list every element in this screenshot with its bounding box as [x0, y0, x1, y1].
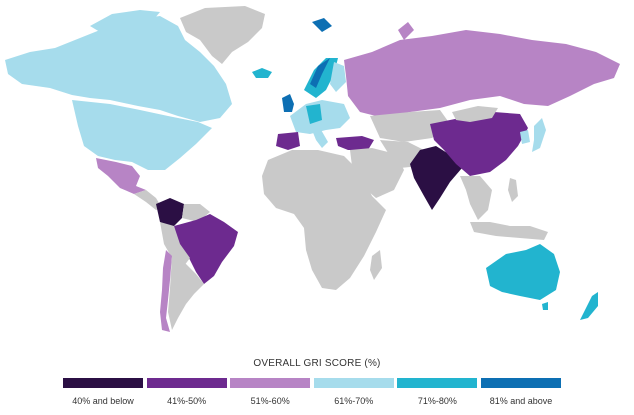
legend-swatch [313, 378, 394, 388]
region-africa [262, 150, 386, 290]
region-italy [312, 128, 328, 148]
legend-swatch [146, 378, 227, 388]
region-spain [276, 132, 300, 150]
region-southeast-asia [460, 176, 492, 220]
legend-swatch [397, 378, 478, 388]
legend-label: 71%-80% [417, 396, 457, 406]
region-arctic-islands [90, 10, 160, 32]
legend-label: 61%-70% [334, 396, 374, 406]
legend-item-51-60: 51%-60% [230, 378, 311, 406]
region-korea [520, 130, 530, 144]
region-argentina [168, 256, 204, 330]
region-norway [310, 58, 330, 88]
region-russia [344, 30, 620, 118]
legend-item-71-80: 71%-80% [397, 378, 478, 406]
region-uk [282, 94, 294, 112]
region-mexico [96, 158, 146, 194]
region-indonesia [470, 222, 548, 240]
region-colombia [156, 198, 184, 228]
region-new-zealand [580, 292, 598, 320]
region-svalbard [312, 18, 332, 32]
legend-item-41-50: 41%-50% [146, 378, 227, 406]
region-iceland [252, 68, 272, 78]
legend-label: 81% and above [489, 396, 553, 406]
region-germany [306, 104, 322, 124]
region-central-america [134, 190, 162, 210]
region-madagascar [370, 250, 382, 280]
region-india [410, 146, 462, 210]
world-map [5, 6, 620, 332]
legend-item-81-and-above: 81% and above [481, 378, 561, 406]
region-novaya-zemlya [398, 22, 414, 40]
legend-item-61-70: 61%-70% [313, 378, 394, 406]
region-usa [72, 100, 212, 170]
legend-label: 41%-50% [167, 396, 207, 406]
region-tasmania [542, 302, 548, 310]
region-australia [486, 244, 560, 300]
region-greenland [180, 6, 265, 64]
region-canada [5, 16, 232, 122]
region-chile [160, 250, 172, 332]
legend-swatch [481, 378, 561, 388]
region-finland [330, 62, 346, 92]
region-turkey [336, 136, 374, 150]
region-central-asia [370, 110, 450, 142]
region-japan [532, 118, 546, 152]
region-scandinavia [304, 58, 338, 98]
legend-swatch [63, 378, 143, 388]
legend-item-40-and-below: 40% and below [63, 378, 143, 406]
legend-label: 40% and below [72, 396, 134, 406]
legend: 40% and below 41%-50% 51%-60% 61%-70% 71%-80… [63, 378, 561, 414]
legend-label: 51%-60% [250, 396, 290, 406]
legend-swatch [230, 378, 311, 388]
region-peru-bolivia [160, 222, 190, 266]
legend-title: OVERALL GRI SCORE (%) [253, 358, 381, 369]
region-philippines [508, 178, 518, 202]
region-china [430, 112, 528, 176]
region-mongolia [452, 106, 498, 122]
region-brazil [174, 214, 238, 284]
